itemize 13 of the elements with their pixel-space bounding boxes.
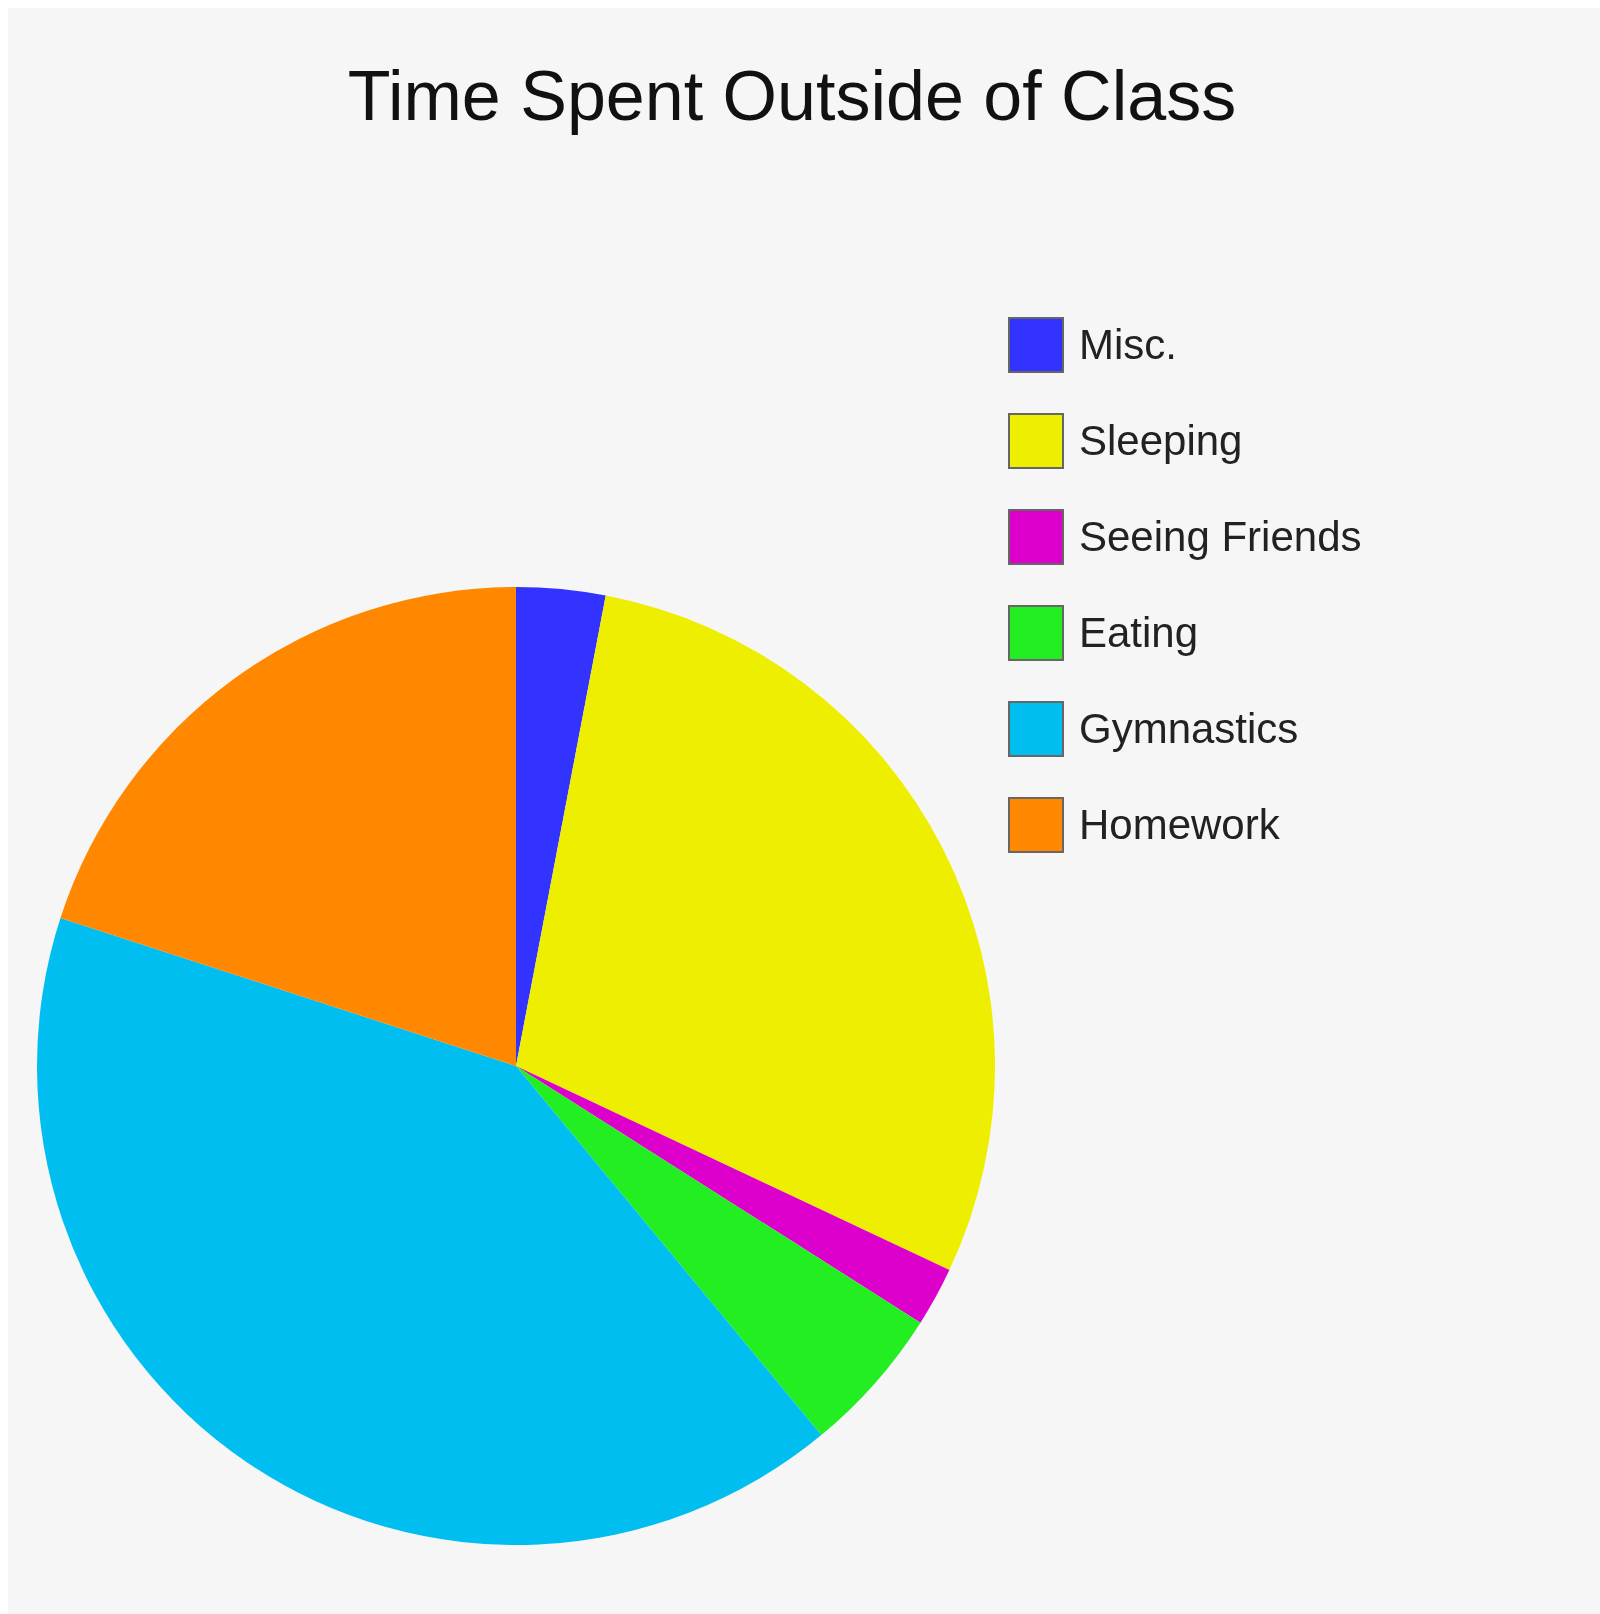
pie-slice <box>60 587 516 1066</box>
pie-slice <box>516 1066 921 1436</box>
legend-label: Misc. <box>1079 321 1177 368</box>
legend-label: Homework <box>1079 801 1281 848</box>
chart-title: Time Spent Outside of Class <box>347 57 1237 135</box>
pie-slice <box>516 1066 950 1323</box>
legend-label: Sleeping <box>1079 417 1243 464</box>
pie-slice <box>516 595 995 1270</box>
legend-label: Seeing Friends <box>1079 513 1362 560</box>
legend-label: Eating <box>1079 609 1199 656</box>
pie-slice <box>516 587 606 1066</box>
legend-label: Gymnastics <box>1079 705 1299 752</box>
pie-slice <box>37 917 822 1545</box>
